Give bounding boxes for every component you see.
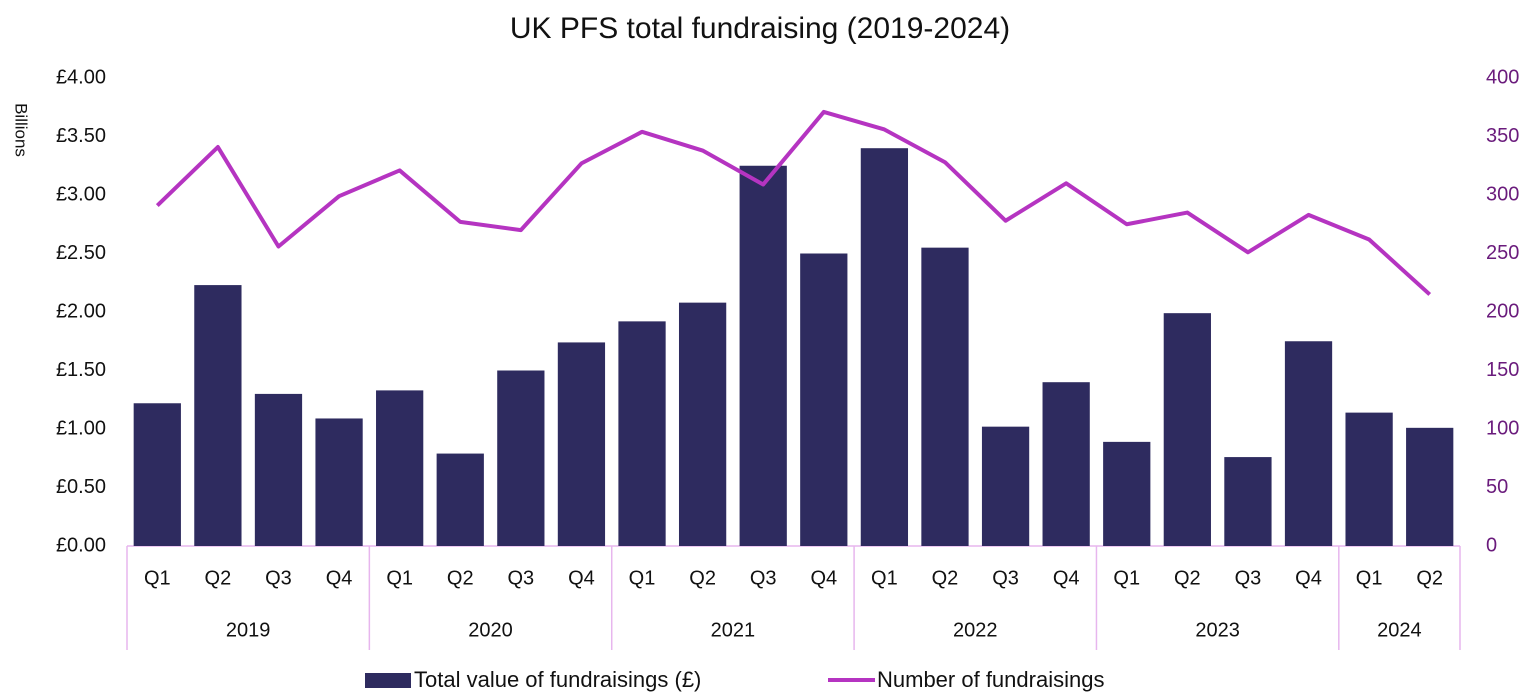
bar (1103, 441, 1151, 546)
bar (254, 393, 303, 546)
line-series (155, 109, 1432, 296)
y-tick-label: £0.50 (56, 476, 106, 498)
y2-tick-label: 50 (1486, 476, 1508, 498)
group-label: 2022 (953, 619, 998, 641)
y-axis-title: Billions (12, 103, 31, 157)
bar (557, 342, 606, 546)
y-tick-label: £4.00 (56, 66, 106, 88)
bar (315, 418, 363, 546)
x-tick-label: Q4 (568, 567, 595, 589)
group-label: 2019 (226, 619, 271, 641)
bar (800, 253, 848, 546)
x-tick-label: Q2 (1416, 567, 1443, 589)
bar (1406, 427, 1454, 546)
x-tick-label: Q4 (810, 567, 837, 589)
bar (1345, 412, 1393, 546)
group-label: 2024 (1377, 619, 1422, 641)
x-tick-label: Q2 (689, 567, 716, 589)
chart-title: UK PFS total fundraising (2019-2024) (510, 12, 1010, 45)
bar (1284, 341, 1333, 546)
x-tick-label: Q4 (1053, 567, 1080, 589)
bar (981, 426, 1030, 546)
y-tick-label: £2.50 (56, 242, 106, 264)
y-tick-label: £1.00 (56, 417, 106, 439)
y2-tick-label: 300 (1486, 183, 1519, 205)
bar (1224, 457, 1272, 546)
x-tick-label: Q3 (507, 567, 534, 589)
x-tick-label: Q2 (1174, 567, 1201, 589)
bar (1163, 313, 1211, 546)
x-tick-label: Q3 (265, 567, 292, 589)
x-tick-label: Q3 (992, 567, 1019, 589)
x-tick-label: Q3 (750, 567, 777, 589)
bar (133, 403, 181, 546)
x-tick-label: Q2 (447, 567, 474, 589)
legend-label: Total value of fundraisings (£) (414, 667, 701, 692)
x-tick-label: Q1 (629, 567, 656, 589)
legend-swatch (365, 673, 411, 688)
bar (376, 390, 424, 546)
y-tick-label: £0.00 (56, 534, 106, 556)
bar (678, 302, 727, 546)
legend-label: Number of fundraisings (877, 667, 1104, 692)
x-tick-label: Q1 (1356, 567, 1383, 589)
x-tick-label: Q2 (932, 567, 959, 589)
group-label: 2020 (468, 619, 513, 641)
x-tick-label: Q2 (205, 567, 232, 589)
group-label: 2021 (711, 619, 756, 641)
bar (497, 370, 545, 546)
bar (739, 165, 787, 546)
y-tick-label: £1.50 (56, 359, 106, 381)
x-tick-label: Q1 (144, 567, 171, 589)
y2-tick-label: 400 (1486, 66, 1519, 88)
bar (1042, 382, 1090, 546)
x-tick-label: Q4 (326, 567, 353, 589)
y2-tick-label: 250 (1486, 242, 1519, 264)
y2-tick-label: 350 (1486, 125, 1519, 147)
bar (921, 247, 969, 546)
y-tick-label: £2.00 (56, 300, 106, 322)
y-tick-label: £3.50 (56, 125, 106, 147)
x-tick-label: Q1 (1113, 567, 1140, 589)
bar (618, 321, 666, 546)
group-label: 2023 (1195, 619, 1240, 641)
x-tick-label: Q3 (1235, 567, 1262, 589)
x-tick-label: Q1 (871, 567, 898, 589)
x-tick-label: Q1 (386, 567, 413, 589)
y2-tick-label: 150 (1486, 359, 1519, 381)
y2-tick-label: 200 (1486, 300, 1519, 322)
bar (860, 148, 909, 546)
y-tick-label: £3.00 (56, 183, 106, 205)
bar (436, 453, 484, 546)
x-tick-label: Q4 (1295, 567, 1322, 589)
bar (194, 285, 242, 546)
y2-tick-label: 0 (1486, 534, 1497, 556)
y2-tick-label: 100 (1486, 417, 1519, 439)
